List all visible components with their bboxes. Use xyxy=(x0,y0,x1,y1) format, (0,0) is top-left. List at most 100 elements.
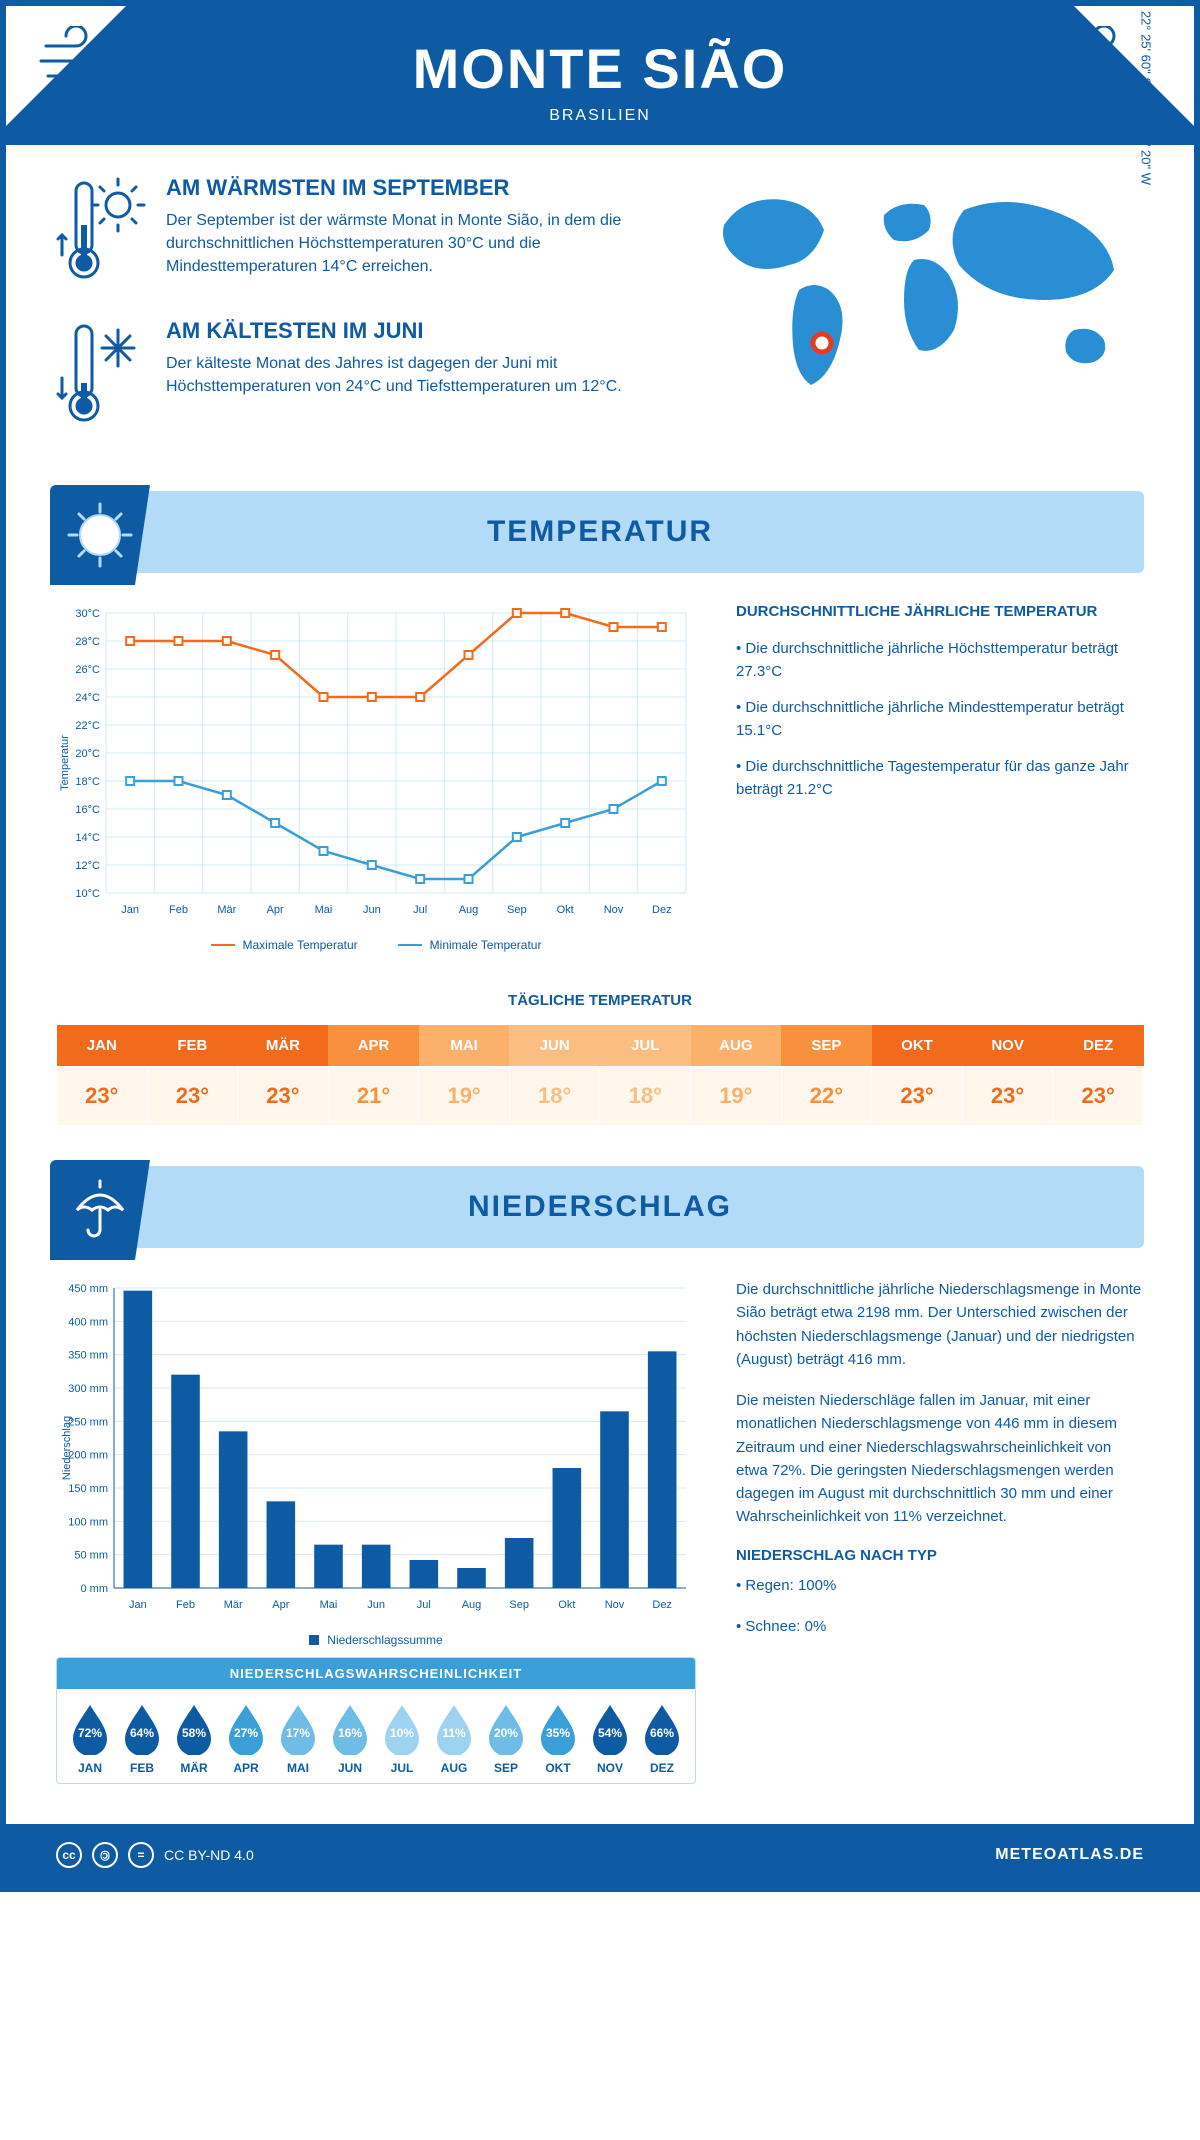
svg-text:Okt: Okt xyxy=(557,904,574,916)
precip-chart: 0 mm50 mm100 mm150 mm200 mm250 mm300 mm3… xyxy=(56,1278,696,1618)
temp-summary-title: DURCHSCHNITTLICHE JÄHRLICHE TEMPERATUR xyxy=(736,603,1144,620)
temp-cell: 23° xyxy=(1053,1067,1144,1126)
nd-icon: = xyxy=(128,1842,154,1868)
precip-banner: NIEDERSCHLAG xyxy=(56,1166,1144,1248)
temp-bullet: • Die durchschnittliche Tagestemperatur … xyxy=(736,756,1144,801)
month-header: MAI xyxy=(419,1025,510,1067)
svg-text:Mai: Mai xyxy=(315,904,333,916)
temperature-legend: Maximale Temperatur Minimale Temperatur xyxy=(56,938,696,952)
svg-text:400 mm: 400 mm xyxy=(68,1316,108,1328)
temperature-summary: DURCHSCHNITTLICHE JÄHRLICHE TEMPERATUR •… xyxy=(736,603,1144,952)
svg-text:Okt: Okt xyxy=(558,1599,575,1611)
daily-temperature: TÄGLICHE TEMPERATUR JANFEBMÄRAPRMAIJUNJU… xyxy=(6,982,1194,1166)
page: MONTE SIÃO BRASILIEN AM WÄRMSTEN IM SEPT… xyxy=(0,0,1200,1892)
temp-cell: 18° xyxy=(600,1067,691,1126)
svg-text:450 mm: 450 mm xyxy=(68,1283,108,1295)
license: cc 🄯 = CC BY-ND 4.0 xyxy=(56,1842,254,1868)
month-header: DEZ xyxy=(1053,1025,1144,1067)
svg-text:250 mm: 250 mm xyxy=(68,1416,108,1428)
wind-icon xyxy=(36,26,136,101)
warmest-block: AM WÄRMSTEN IM SEPTEMBER Der September i… xyxy=(56,175,674,290)
site-name: METEOATLAS.DE xyxy=(995,1846,1144,1864)
month-header: NOV xyxy=(962,1025,1053,1067)
svg-text:Apr: Apr xyxy=(267,904,284,916)
month-header: JAN xyxy=(57,1025,148,1067)
prob-drop: 64%FEB xyxy=(119,1703,165,1775)
temp-cell: 23° xyxy=(57,1067,148,1126)
intro-left: AM WÄRMSTEN IM SEPTEMBER Der September i… xyxy=(56,175,674,461)
country-label: BRASILIEN xyxy=(26,107,1174,125)
precip-para: Die durchschnittliche jährliche Niedersc… xyxy=(736,1278,1144,1371)
sun-icon xyxy=(50,485,150,585)
umbrella-icon xyxy=(50,1160,150,1260)
precip-chart-box: 0 mm 50 mm 100 mm 150 mm 200 mm 250 mm 300 mm 3… xyxy=(56,1278,696,1784)
svg-text:0 mm: 0 mm xyxy=(81,1583,109,1595)
world-map-icon xyxy=(704,175,1144,395)
temp-cell: 19° xyxy=(691,1067,782,1126)
month-header: MÄR xyxy=(238,1025,329,1067)
svg-text:Feb: Feb xyxy=(169,904,188,916)
temperature-banner: TEMPERATUR xyxy=(56,491,1144,573)
header: MONTE SIÃO BRASILIEN xyxy=(6,6,1194,145)
svg-text:Jan: Jan xyxy=(121,904,139,916)
temperature-row: 10°C12°C14°C16°C18°C20°C22°C24°C26°C28°C… xyxy=(6,573,1194,982)
svg-text:Nov: Nov xyxy=(605,1599,625,1611)
month-header: FEB xyxy=(147,1025,238,1067)
svg-text:Apr: Apr xyxy=(272,1599,289,1611)
daily-temp-table: JANFEBMÄRAPRMAIJUNJULAUGSEPOKTNOVDEZ 23°… xyxy=(56,1025,1144,1126)
coldest-text: Der kälteste Monat des Jahres ist dagege… xyxy=(166,352,674,398)
temp-bullet: • Die durchschnittliche jährliche Mindes… xyxy=(736,697,1144,742)
svg-text:22°C: 22°C xyxy=(75,720,100,732)
temp-cell: 23° xyxy=(962,1067,1053,1126)
svg-text:Jun: Jun xyxy=(363,904,381,916)
prob-drop: 58%MÄR xyxy=(171,1703,217,1775)
temp-cell: 18° xyxy=(509,1067,600,1126)
precip-type-bullet: • Schnee: 0% xyxy=(736,1615,1144,1638)
svg-text:Dez: Dez xyxy=(652,904,672,916)
svg-text:18°C: 18°C xyxy=(75,776,100,788)
month-header: JUL xyxy=(600,1025,691,1067)
precip-summary: Die durchschnittliche jährliche Niedersc… xyxy=(736,1278,1144,1784)
svg-text:28°C: 28°C xyxy=(75,636,100,648)
footer: cc 🄯 = CC BY-ND 4.0 METEOATLAS.DE xyxy=(6,1824,1194,1886)
svg-text:14°C: 14°C xyxy=(75,832,100,844)
svg-text:Temperatur: Temperatur xyxy=(59,735,71,791)
precip-row: 0 mm 50 mm 100 mm 150 mm 200 mm 250 mm 300 mm 3… xyxy=(6,1248,1194,1804)
precip-type-title: NIEDERSCHLAG NACH TYP xyxy=(736,1547,1144,1564)
temperature-chart: 10°C12°C14°C16°C18°C20°C22°C24°C26°C28°C… xyxy=(56,603,696,952)
svg-text:Jul: Jul xyxy=(413,904,427,916)
svg-text:30°C: 30°C xyxy=(75,608,100,620)
svg-text:20°C: 20°C xyxy=(75,748,100,760)
svg-text:Jul: Jul xyxy=(417,1599,431,1611)
page-title: MONTE SIÃO xyxy=(26,36,1174,101)
prob-drop: 27%APR xyxy=(223,1703,269,1775)
svg-text:50 mm: 50 mm xyxy=(74,1550,108,1562)
coldest-block: AM KÄLTESTEN IM JUNI Der kälteste Monat … xyxy=(56,318,674,433)
precip-type-bullet: • Regen: 100% xyxy=(736,1574,1144,1597)
map-area: MINAS GERAIS 22° 25' 60" S — 46° 34' 20"… xyxy=(704,175,1144,461)
precip-heading: NIEDERSCHLAG xyxy=(56,1190,1144,1224)
svg-text:12°C: 12°C xyxy=(75,860,100,872)
svg-text:100 mm: 100 mm xyxy=(68,1516,108,1528)
by-icon: 🄯 xyxy=(92,1842,118,1868)
thermometer-hot-icon xyxy=(56,175,146,290)
svg-text:Nov: Nov xyxy=(604,904,624,916)
svg-text:Sep: Sep xyxy=(509,1599,529,1611)
svg-text:16°C: 16°C xyxy=(75,804,100,816)
prob-drop: 72%JAN xyxy=(67,1703,113,1775)
svg-text:150 mm: 150 mm xyxy=(68,1483,108,1495)
svg-text:26°C: 26°C xyxy=(75,664,100,676)
prob-drop: 10%JUL xyxy=(379,1703,425,1775)
svg-text:Dez: Dez xyxy=(652,1599,672,1611)
svg-text:Jun: Jun xyxy=(367,1599,385,1611)
prob-drop: 54%NOV xyxy=(587,1703,633,1775)
temperature-heading: TEMPERATUR xyxy=(56,515,1144,549)
svg-text:200 mm: 200 mm xyxy=(68,1450,108,1462)
temp-bullet: • Die durchschnittliche jährliche Höchst… xyxy=(736,638,1144,683)
prob-drop: 16%JUN xyxy=(327,1703,373,1775)
cc-icon: cc xyxy=(56,1842,82,1868)
svg-text:Mär: Mär xyxy=(217,904,236,916)
prob-drop: 35%OKT xyxy=(535,1703,581,1775)
svg-text:Aug: Aug xyxy=(459,904,479,916)
svg-text:300 mm: 300 mm xyxy=(68,1383,108,1395)
